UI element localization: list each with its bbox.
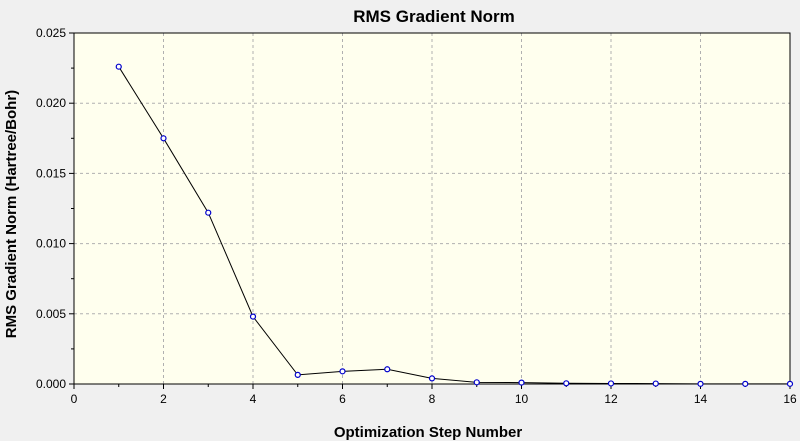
x-axis-label: Optimization Step Number [334, 424, 523, 441]
y-axis-label: RMS Gradient Norm (Hartree/Bohr) [3, 90, 20, 338]
data-point [249, 313, 257, 320]
x-tick-label: 0 [71, 392, 78, 406]
plot-area: 0 2 4 6 8 10 12 14 16 0.000 0.005 0.010 0.015 0.020 0.… [36, 26, 797, 406]
data-point [428, 375, 436, 382]
data-point [786, 380, 794, 387]
data-point [339, 368, 346, 375]
x-tick-label: 2 [160, 392, 167, 406]
data-point [563, 380, 570, 387]
data-point [384, 366, 391, 373]
y-tick-label: 0.000 [36, 377, 66, 391]
x-tick-label: 12 [604, 392, 618, 406]
data-point [205, 209, 212, 216]
plot-frame [73, 32, 791, 385]
x-tick-label: 16 [783, 392, 797, 406]
data-point [697, 380, 704, 387]
x-tick-label: 6 [339, 392, 346, 406]
data-point [742, 380, 749, 387]
y-tick-label: 0.010 [36, 237, 66, 251]
y-tick-label: 0.025 [36, 26, 66, 40]
data-point [115, 63, 122, 70]
x-tick-label: 4 [250, 392, 257, 406]
data-point [294, 371, 301, 378]
x-tick-label: 14 [694, 392, 708, 406]
series-line [118, 66, 790, 385]
data-point [473, 379, 480, 386]
data-point [160, 135, 167, 142]
x-tick-label: 10 [515, 392, 529, 406]
chart-title: RMS Gradient Norm [353, 7, 515, 26]
x-tick-label: 8 [429, 392, 436, 406]
data-point [518, 379, 525, 386]
y-tick-label: 0.015 [36, 166, 66, 180]
data-point [652, 380, 659, 387]
y-tick-label: 0.005 [36, 307, 66, 321]
data-point [607, 380, 615, 387]
y-tick-label: 0.020 [36, 96, 66, 110]
